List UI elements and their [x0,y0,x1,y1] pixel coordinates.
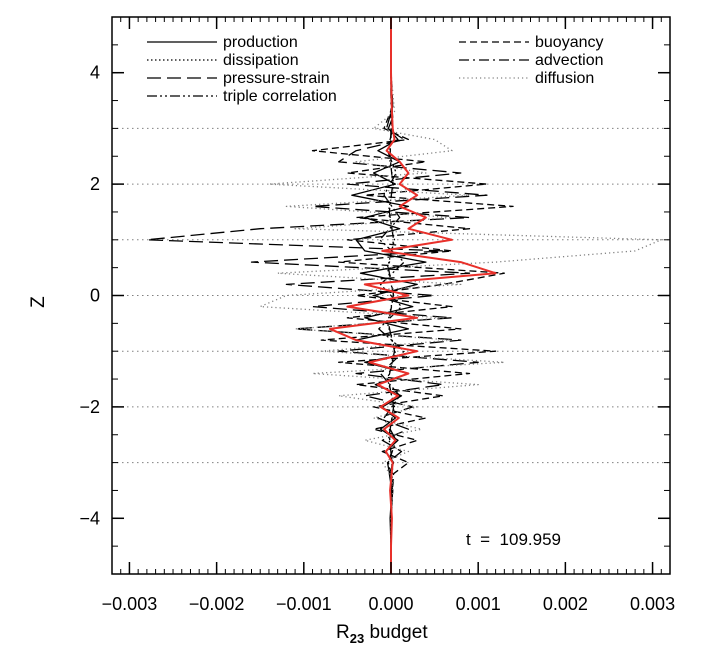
legend-label-production: production [223,34,298,51]
x-axis-title-rest: budget [364,622,428,643]
x-tick-label-6: 0.003 [630,594,675,614]
x-axis-title-main: R [336,622,350,643]
y-axis-title: Z [28,296,49,308]
x-tick-label-1: −0.002 [189,594,245,614]
legend-label-advection: advection [535,52,604,69]
y-tick-label-3: 2 [90,174,100,194]
x-tick-label-2: −0.001 [276,594,332,614]
x-tick-label-0: −0.003 [102,594,158,614]
legend-label-triple-correlation: triple correlation [223,88,337,105]
series-layer [146,17,662,574]
series-advection [387,17,396,574]
x-tick-label-4: 0.001 [456,594,501,614]
time-annotation: t = 109.959 [466,530,561,549]
x-tick-label-3: 0.000 [368,594,413,614]
legend: productiondissipationpressure-straintrip… [147,34,604,105]
x-tick-label-5: 0.002 [543,594,588,614]
x-axis-title-subscript: 23 [350,631,364,646]
legend-label-pressure-strain: pressure-strain [223,70,330,87]
legend-label-diffusion: diffusion [535,70,594,87]
y-tick-label-0: −4 [79,508,100,528]
series-diffusion [259,17,662,574]
grid-layer [112,127,670,464]
legend-label-buoyancy: buoyancy [535,34,604,51]
series-pressure-strain [146,17,488,574]
y-tick-label-2: 0 [90,286,100,306]
x-axis-title: R23 budget [336,622,428,646]
tick-layer: −0.003 −0.002 −0.001 0.000 0.001 0.002 0.003 −4… [79,16,675,614]
y-tick-label-4: 4 [90,63,100,83]
y-tick-label-1: −2 [79,397,100,417]
series-total [329,17,497,574]
legend-label-dissipation: dissipation [223,52,299,69]
